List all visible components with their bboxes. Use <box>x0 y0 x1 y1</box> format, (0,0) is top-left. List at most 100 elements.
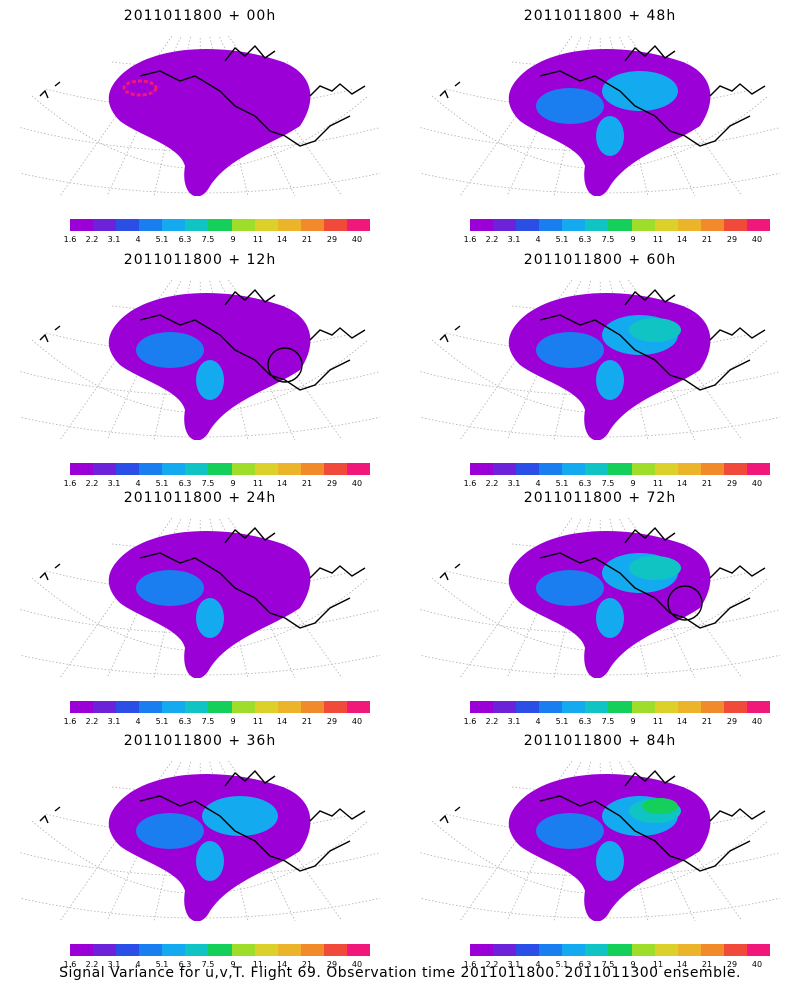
colorbar-label: 6.3 <box>578 235 592 244</box>
colorbar-label: 14 <box>676 479 688 488</box>
colorbar-labels: 1.6 2.2 3.1 4 5.1 6.3 7.5 9 11 14 21 29 40 <box>464 717 770 727</box>
colorbar-label: 9 <box>630 479 636 488</box>
colorbar-swatch <box>254 944 278 956</box>
colorbar-swatch <box>162 701 186 713</box>
colorbar-label: 14 <box>276 717 288 726</box>
colorbar-label: 40 <box>751 235 763 244</box>
colorbar-swatch <box>231 219 255 231</box>
colorbar-label: 14 <box>276 960 288 969</box>
colorbar-swatch <box>608 463 632 475</box>
colorbar-swatch <box>254 463 278 475</box>
colorbar-swatch <box>139 463 163 475</box>
colorbar-label: 5.1 <box>155 717 169 726</box>
colorbar-label: 4 <box>535 960 541 969</box>
colorbar-swatch <box>185 701 209 713</box>
colorbar-swatch <box>746 701 771 713</box>
colorbar-swatch <box>562 944 586 956</box>
colorbar-label: 9 <box>630 960 636 969</box>
colorbar-label: 5.1 <box>555 960 569 969</box>
colorbar-swatch <box>470 463 494 475</box>
colorbar-label: 3.1 <box>107 717 121 726</box>
colorbar-label: 9 <box>630 717 636 726</box>
colorbar-label: 40 <box>351 479 363 488</box>
colorbar-swatch <box>93 944 117 956</box>
colorbar-label: 11 <box>252 235 264 244</box>
colorbar-label: 11 <box>652 960 664 969</box>
colorbar-label: 9 <box>630 235 636 244</box>
colorbar-swatch <box>539 944 563 956</box>
variance-field <box>108 531 311 678</box>
variance-map <box>420 761 780 921</box>
colorbar-label: 40 <box>351 235 363 244</box>
colorbar-label: 7.5 <box>601 479 615 488</box>
colorbar-label: 21 <box>701 960 713 969</box>
colorbar-swatch <box>185 463 209 475</box>
colorbar-label: 29 <box>326 235 338 244</box>
variance-field <box>508 49 711 196</box>
colorbar-swatch <box>277 944 301 956</box>
colorbar-swatch <box>346 219 371 231</box>
colorbar-label: 21 <box>701 235 713 244</box>
colorbar-label: 3.1 <box>507 235 521 244</box>
colorbar-label: 1.6 <box>63 717 77 726</box>
colorbar-swatch <box>562 463 586 475</box>
colorbar-swatch <box>585 944 609 956</box>
colorbar-label: 7.5 <box>601 235 615 244</box>
colorbar-label: 1.6 <box>63 479 77 488</box>
panel-title: 2011011800 + 24h <box>123 490 277 506</box>
colorbar-swatch <box>746 219 771 231</box>
colorbar-label: 14 <box>676 717 688 726</box>
colorbar-label: 2.2 <box>85 960 99 969</box>
colorbar-swatch <box>470 701 494 713</box>
colorbar-label: 21 <box>301 960 313 969</box>
colorbar-swatch <box>139 701 163 713</box>
colorbar-label: 5.1 <box>555 479 569 488</box>
colorbar-label: 29 <box>326 717 338 726</box>
colorbar-swatch <box>346 944 371 956</box>
colorbar-swatch <box>585 701 609 713</box>
colorbar-swatch <box>116 219 140 231</box>
colorbar-swatch <box>231 701 255 713</box>
colorbar-label: 1.6 <box>463 479 477 488</box>
colorbar-label: 5.1 <box>555 235 569 244</box>
colorbar-swatch <box>208 219 232 231</box>
colorbar-label: 21 <box>301 717 313 726</box>
colorbar-label: 3.1 <box>107 479 121 488</box>
colorbar-swatch <box>631 701 655 713</box>
colorbar-swatch <box>93 701 117 713</box>
variance-map <box>420 36 780 196</box>
colorbar-label: 7.5 <box>201 479 215 488</box>
colorbar-label: 3.1 <box>107 960 121 969</box>
colorbar <box>470 219 771 231</box>
colorbar-label: 4 <box>135 960 141 969</box>
colorbar-swatch <box>608 701 632 713</box>
colorbar-swatch <box>208 701 232 713</box>
coastlines <box>439 288 766 391</box>
colorbar-swatch <box>562 219 586 231</box>
colorbar-swatch <box>116 463 140 475</box>
variance-field <box>108 49 311 196</box>
coastlines <box>39 769 366 872</box>
colorbar-label: 6.3 <box>578 479 592 488</box>
colorbar-label: 40 <box>351 717 363 726</box>
colorbar-swatch <box>677 463 701 475</box>
coastlines <box>439 769 766 872</box>
colorbar-label: 40 <box>751 717 763 726</box>
colorbar-label: 4 <box>135 717 141 726</box>
colorbar-swatch <box>139 219 163 231</box>
colorbar-swatch <box>654 463 678 475</box>
colorbar-label: 1.6 <box>63 960 77 969</box>
colorbar-label: 3.1 <box>507 717 521 726</box>
colorbar-label: 3.1 <box>507 960 521 969</box>
colorbar-swatch <box>723 944 747 956</box>
colorbar-labels: 1.6 2.2 3.1 4 5.1 6.3 7.5 9 11 14 21 29 40 <box>464 479 770 489</box>
colorbar-swatch <box>493 463 517 475</box>
colorbar-label: 29 <box>326 479 338 488</box>
coastlines <box>39 44 366 147</box>
colorbar-label: 6.3 <box>178 960 192 969</box>
map-panel: 2011011800 + 48h 1.6 2.2 3.1 4 5.1 6.3 7.5 9 11 14… <box>420 8 780 244</box>
colorbar-swatch <box>277 463 301 475</box>
colorbar-label: 14 <box>276 235 288 244</box>
colorbar-label: 2.2 <box>485 717 499 726</box>
colorbar <box>70 701 371 713</box>
